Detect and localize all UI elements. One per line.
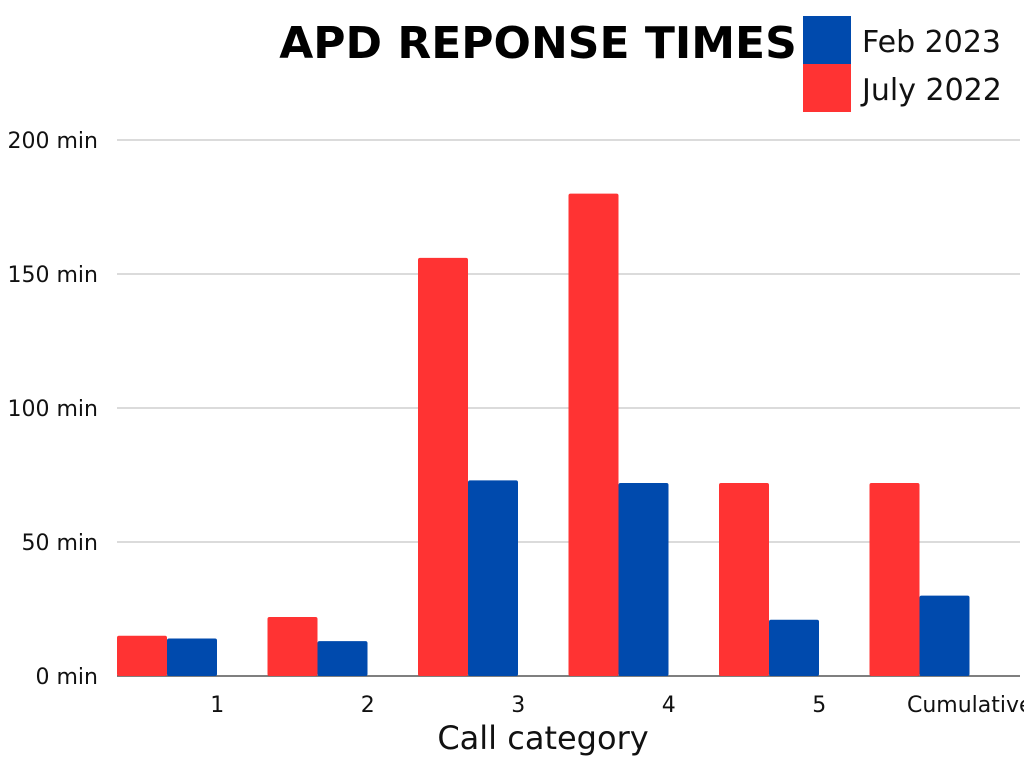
bar-feb-2023-5 <box>769 619 819 676</box>
bar-july-2022-2 <box>267 617 318 676</box>
bar-july-2022-5 <box>719 483 769 676</box>
y-tick-label: 150 min <box>8 263 98 288</box>
y-tick-label: 0 min <box>36 665 98 690</box>
bar-feb-2023-2 <box>317 641 368 676</box>
x-axis-ticks: 1 2 3 4 5 Cumulative <box>210 693 1024 718</box>
bar-feb-2023-1 <box>167 638 217 676</box>
x-tick-label: 5 <box>812 693 826 718</box>
x-tick-label: 1 <box>210 693 224 718</box>
x-tick-label: Cumulative <box>907 693 1024 718</box>
legend-label: Feb 2023 <box>862 25 1001 60</box>
bar-july-2022-3 <box>418 257 468 676</box>
y-axis-ticks: 0 min 50 min 100 min 150 min 200 min <box>8 129 98 690</box>
bar-feb-2023-cumulative <box>919 595 970 676</box>
x-tick-label: 2 <box>361 693 375 718</box>
bar-feb-2023-4 <box>618 483 669 676</box>
chart-title: APD REPONSE TIMES <box>279 18 797 69</box>
legend: Feb 2023 July 2022 <box>803 16 1002 112</box>
x-tick-label: 3 <box>511 693 525 718</box>
bar-july-2022-4 <box>568 193 619 676</box>
bars <box>117 193 970 676</box>
bar-july-2022-1 <box>117 635 167 676</box>
bar-feb-2023-3 <box>468 480 518 676</box>
legend-label: July 2022 <box>860 73 1002 108</box>
y-tick-label: 100 min <box>8 397 98 422</box>
bar-july-2022-cumulative <box>869 483 920 676</box>
x-axis-title: Call category <box>437 719 648 757</box>
x-tick-label: 4 <box>662 693 676 718</box>
legend-swatch <box>803 64 851 112</box>
y-tick-label: 50 min <box>22 531 98 556</box>
legend-swatch <box>803 16 851 64</box>
y-tick-label: 200 min <box>8 129 98 154</box>
